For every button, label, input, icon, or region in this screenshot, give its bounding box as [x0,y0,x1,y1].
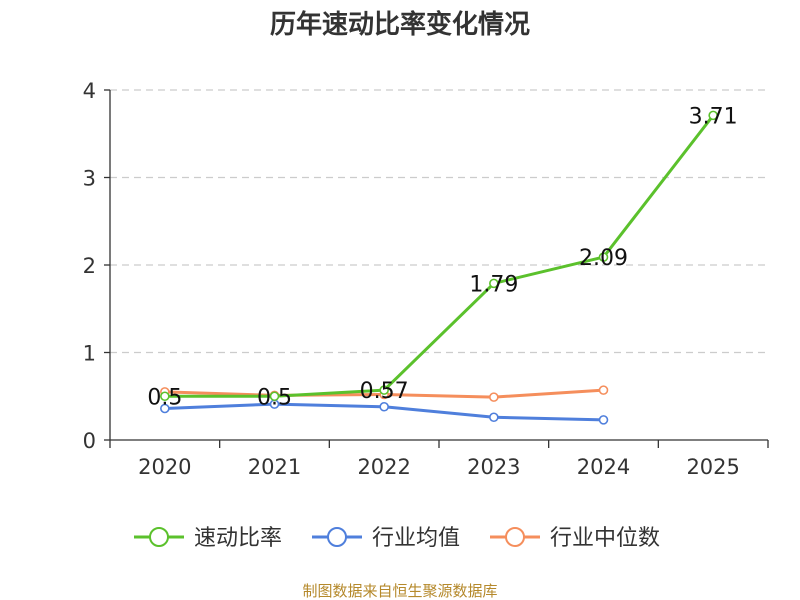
y-tick-label: 4 [83,79,96,103]
y-tick-label: 0 [83,429,96,453]
y-axis-ticks: 0 1 2 3 4 [83,79,110,453]
data-label: 0.57 [360,379,409,404]
data-point[interactable] [269,391,280,402]
data-point[interactable] [489,412,499,423]
x-tick-label: 2021 [248,455,301,479]
data-label: 0.5 [257,385,292,410]
data-point[interactable] [489,392,499,402]
legend-item[interactable]: 行业均值 [312,526,460,551]
x-tick-label: 2024 [577,455,630,479]
legend-swatch-marker [149,527,169,547]
legend-swatch-marker [505,527,525,547]
y-tick-label: 1 [83,342,96,366]
x-tick-label: 2025 [686,455,739,479]
series-layer [160,110,718,425]
data-labels: 0.5 0.5 0.57 1.79 2.09 3.71 [147,104,737,410]
data-point[interactable] [598,385,609,395]
data-point[interactable] [379,385,389,395]
data-point[interactable] [598,415,609,425]
x-axis-ticks: 2020 2021 2022 2023 2024 2025 [109,440,769,479]
legend-item[interactable]: 速动比率 [134,526,282,551]
data-point[interactable] [160,391,170,402]
data-point[interactable] [708,110,718,121]
x-tick-label: 2022 [357,455,410,479]
grid-lines [110,89,768,354]
data-point[interactable] [160,403,170,414]
data-label: 0.5 [147,385,182,410]
legend-label: 速动比率 [194,526,282,551]
data-point[interactable] [489,278,499,289]
chart-title: 历年速动比率变化情况 [270,9,530,40]
data-point[interactable] [598,252,609,262]
source-footer: 制图数据来自恒生聚源数据库 [302,582,497,600]
data-label: 2.09 [579,246,628,271]
legend[interactable]: 速动比率 行业均值 行业中位数 [134,526,660,551]
legend-swatch-marker [327,527,347,547]
data-label: 3.71 [689,104,738,129]
y-tick-label: 2 [83,254,96,278]
legend-label: 行业均值 [372,526,460,551]
data-point[interactable] [379,401,389,412]
series-line [163,113,715,398]
y-tick-label: 3 [83,167,96,191]
x-tick-label: 2020 [138,455,191,479]
legend-item[interactable]: 行业中位数 [490,526,660,551]
data-label: 1.79 [469,272,518,297]
legend-label: 行业中位数 [550,526,660,551]
x-tick-label: 2023 [467,455,520,479]
